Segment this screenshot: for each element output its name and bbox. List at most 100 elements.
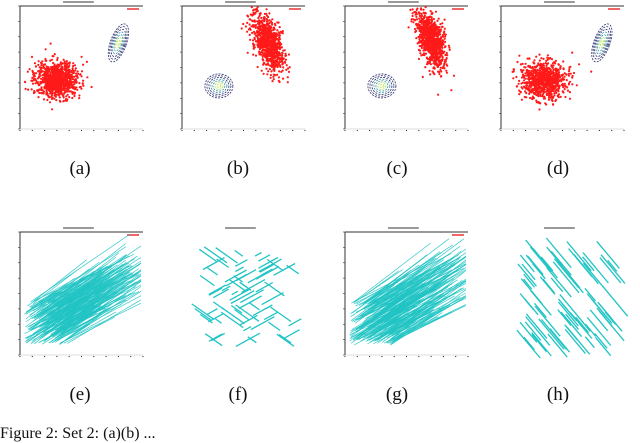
panel-title-mark xyxy=(225,227,256,229)
data-point xyxy=(246,51,249,54)
data-point xyxy=(532,97,535,100)
data-point xyxy=(433,37,436,40)
data-point xyxy=(71,91,74,94)
segment xyxy=(31,286,89,330)
data-point xyxy=(568,68,571,71)
data-point xyxy=(542,74,545,77)
data-point xyxy=(271,18,274,21)
data-point xyxy=(559,67,562,70)
data-point xyxy=(246,21,249,24)
data-point xyxy=(544,62,547,65)
data-point xyxy=(553,80,556,83)
x-tick xyxy=(117,355,119,358)
data-point xyxy=(277,31,280,34)
data-point xyxy=(282,58,285,61)
data-point xyxy=(45,59,48,62)
data-point xyxy=(422,41,426,44)
data-point xyxy=(536,86,539,90)
data-point xyxy=(445,57,448,60)
data-point xyxy=(434,63,437,66)
segment xyxy=(199,313,213,324)
segment xyxy=(523,278,533,290)
data-point xyxy=(552,68,555,71)
data-point xyxy=(519,91,522,94)
x-tick xyxy=(218,129,220,132)
data-point xyxy=(260,69,263,72)
data-point xyxy=(77,72,80,75)
plot-d xyxy=(499,1,625,132)
data-point xyxy=(419,52,422,55)
data-point xyxy=(423,33,426,37)
segment xyxy=(63,311,117,343)
data-point xyxy=(28,68,31,71)
figure-caption: Figure 2: Set 2: (a)(b) ... xyxy=(0,425,156,442)
data-point xyxy=(249,18,252,21)
data-point xyxy=(569,65,572,68)
data-point xyxy=(47,66,50,69)
data-point xyxy=(534,90,537,94)
x-tick xyxy=(206,129,208,132)
segment xyxy=(39,246,127,304)
data-point xyxy=(551,62,554,65)
data-point xyxy=(537,62,540,65)
data-point xyxy=(74,67,77,70)
data-point xyxy=(566,86,569,89)
data-point xyxy=(427,48,430,51)
segment xyxy=(532,263,546,280)
data-point xyxy=(544,68,547,71)
data-point xyxy=(61,68,64,71)
data-point xyxy=(547,92,550,95)
segment xyxy=(44,289,84,319)
data-point xyxy=(51,92,54,95)
data-point xyxy=(416,27,419,30)
segment xyxy=(382,248,467,311)
data-point xyxy=(59,89,62,92)
data-point xyxy=(543,88,546,91)
data-point xyxy=(540,67,543,70)
data-point xyxy=(57,93,61,96)
data-point xyxy=(432,67,435,70)
data-point xyxy=(568,80,572,83)
data-point xyxy=(80,70,84,73)
segment xyxy=(361,283,426,335)
data-point xyxy=(282,66,285,69)
data-point xyxy=(51,108,54,111)
data-point xyxy=(31,76,34,79)
data-point xyxy=(68,84,71,88)
data-point xyxy=(549,57,552,60)
data-point xyxy=(524,90,527,93)
x-tick xyxy=(356,129,358,132)
segment xyxy=(550,250,572,276)
data-point xyxy=(428,69,431,72)
data-point xyxy=(538,53,541,56)
segment xyxy=(376,287,419,316)
segment xyxy=(582,252,609,284)
data-point xyxy=(523,81,526,84)
data-point xyxy=(54,88,57,91)
segment xyxy=(239,281,252,291)
segment xyxy=(58,295,142,341)
data-point xyxy=(78,94,81,97)
data-point xyxy=(288,66,291,69)
data-point xyxy=(261,51,264,55)
data-point xyxy=(424,44,427,47)
contour-ring xyxy=(373,78,391,94)
data-point xyxy=(275,33,278,36)
data-point xyxy=(532,73,535,76)
segment xyxy=(568,248,593,278)
data-point xyxy=(262,25,265,28)
segment xyxy=(359,281,427,329)
data-point xyxy=(539,69,542,72)
data-point xyxy=(525,74,528,77)
data-point xyxy=(421,43,425,46)
data-point xyxy=(37,60,40,63)
data-point xyxy=(253,36,256,40)
data-point xyxy=(547,62,550,65)
data-point xyxy=(531,87,534,90)
data-point xyxy=(548,74,551,77)
data-point xyxy=(46,94,50,97)
data-point xyxy=(35,72,38,75)
data-point xyxy=(34,65,37,68)
data-point xyxy=(421,39,424,42)
data-point xyxy=(68,73,71,76)
